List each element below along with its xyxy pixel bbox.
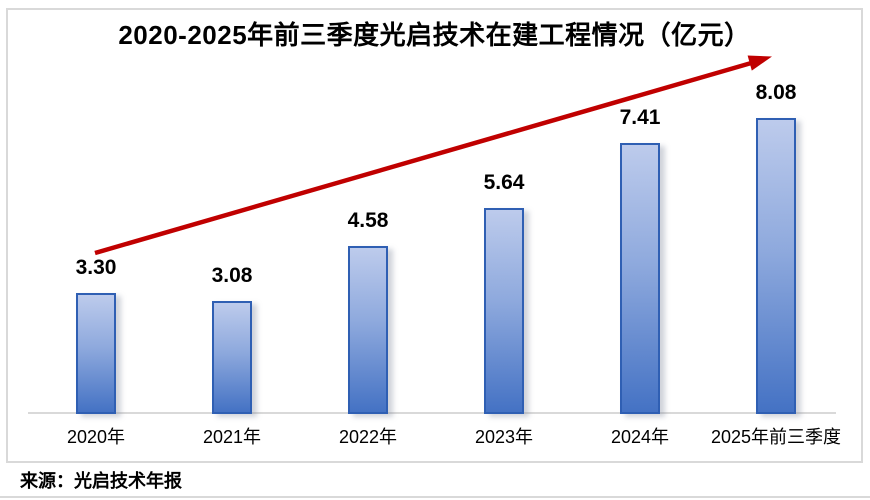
bar-2024年 [620,143,660,414]
chart-title: 2020-2025年前三季度光启技术在建工程情况（亿元） [118,20,751,50]
bar-2023年 [484,208,524,414]
chart-frame: 2020-2025年前三季度光启技术在建工程情况（亿元） 3.30 2020年 3.… [6,8,863,463]
trend-arrow [94,55,772,256]
chart-inner: 2020-2025年前三季度光启技术在建工程情况（亿元） 3.30 2020年 3.… [6,8,863,463]
category-label: 2024年 [610,427,670,447]
bar-2025年前三季度 [756,118,796,414]
category-label: 2025年前三季度 [710,427,842,447]
category-label: 2021年 [202,427,262,447]
page-bottom-rule [0,496,870,498]
value-label: 5.64 [483,171,525,194]
plot-area: 3.30 2020年 3.08 2021年 4.58 2022年 5.64 2023年 7.41… [6,8,863,463]
bar-2022年 [348,246,388,414]
bar-2021年 [212,301,252,414]
category-label: 2020年 [66,427,126,447]
value-label: 7.41 [619,106,661,129]
value-label: 3.30 [75,256,117,279]
value-label: 3.08 [211,264,253,287]
category-label: 2023年 [474,427,534,447]
x-axis-line [28,412,836,414]
category-label: 2022年 [338,427,398,447]
value-label: 8.08 [755,81,797,104]
bar-2020年 [76,293,116,414]
source-note: 来源：光启技术年报 [20,471,182,491]
value-label: 4.58 [347,209,389,232]
